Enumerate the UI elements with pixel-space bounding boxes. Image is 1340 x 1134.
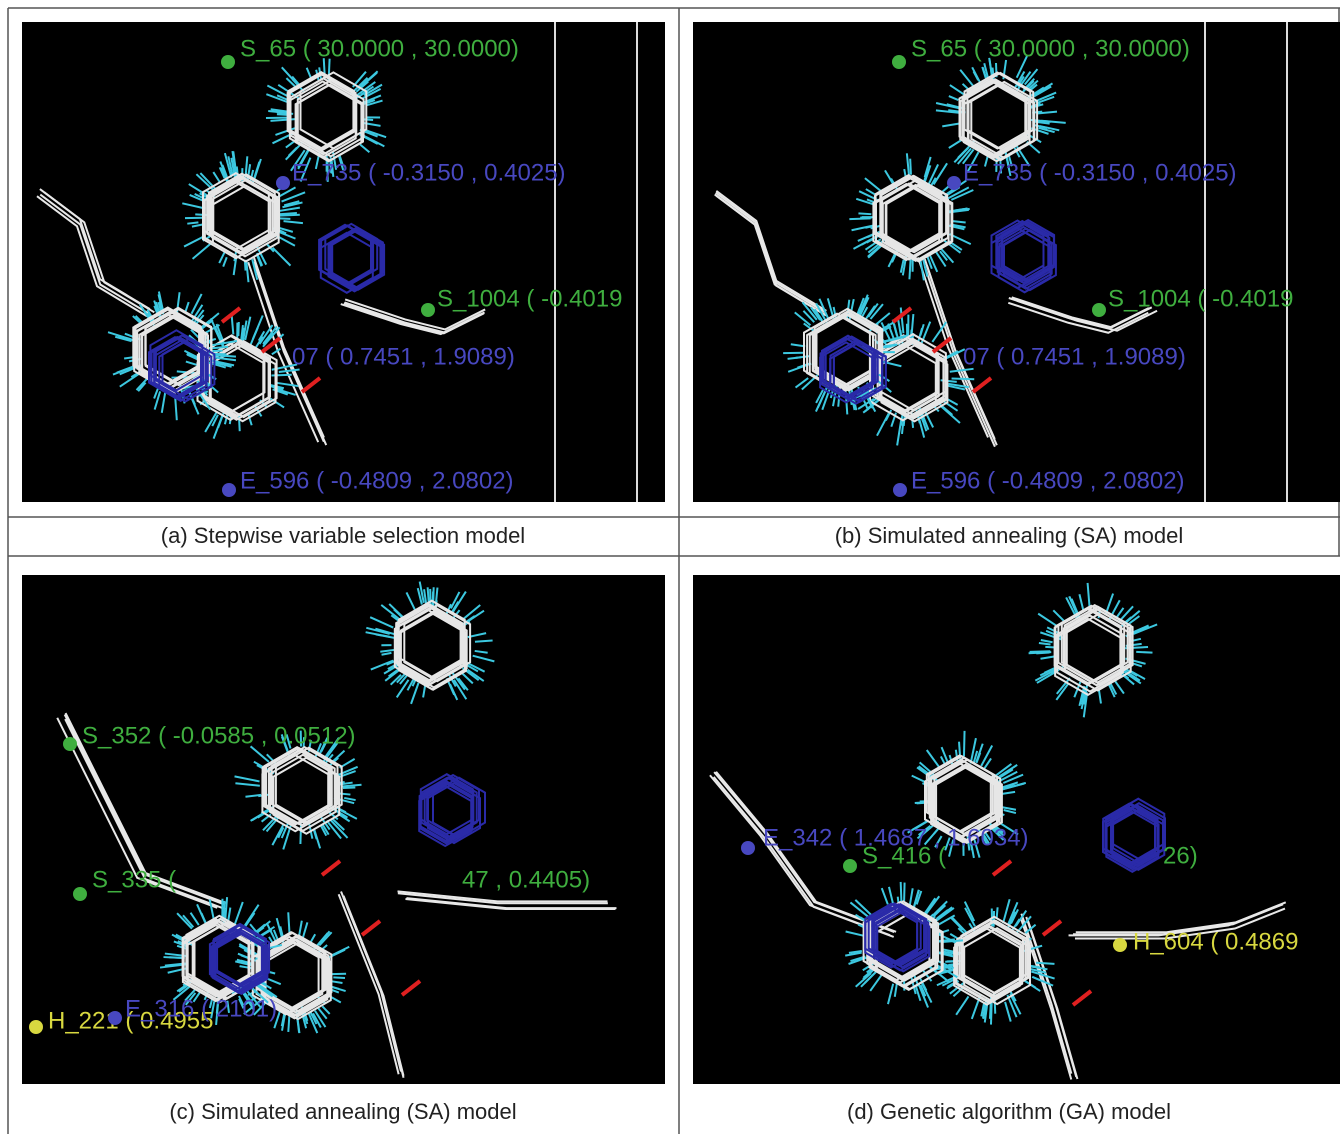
atom-marker bbox=[1113, 938, 1127, 952]
atom-marker bbox=[276, 176, 290, 190]
field-label: E_596 ( -0.4809 , 2.0802) bbox=[911, 467, 1185, 494]
field-label: S_65 ( 30.0000 , 30.0000) bbox=[911, 35, 1190, 62]
bond bbox=[1136, 652, 1152, 653]
panel-image: S_352 ( -0.0585 , 0.0512) S_335 ( 47 , 0.4… bbox=[22, 575, 665, 1084]
bond bbox=[271, 375, 291, 376]
bond bbox=[288, 1015, 289, 1032]
caption: (b) Simulated annealing (SA) model bbox=[835, 523, 1184, 548]
atom-marker bbox=[947, 176, 961, 190]
panel-image: S_65 ( 30.0000 , 30.0000) E_735 ( -0.3150… bbox=[693, 22, 1340, 502]
field-label: 07 ( 0.7451 , 1.9089) bbox=[292, 343, 515, 370]
panel-image: E_342 ( 1.4687 , 1.6034)S_416 (26)H_604 … bbox=[693, 575, 1340, 1084]
bond bbox=[207, 354, 227, 355]
field-label: S_65 ( 30.0000 , 30.0000) bbox=[240, 35, 519, 62]
field-label: E_735 ( -0.3150 , 0.4025) bbox=[963, 159, 1237, 186]
bond bbox=[901, 882, 902, 902]
bond bbox=[910, 159, 911, 175]
figure: (a) Stepwise variable selection model (b… bbox=[0, 0, 1340, 1134]
field-label: S_335 ( bbox=[92, 866, 176, 893]
field-label: S_416 ( bbox=[862, 842, 946, 869]
atom-marker bbox=[892, 55, 906, 69]
atom-marker bbox=[73, 887, 87, 901]
bond bbox=[952, 378, 975, 379]
field-label: E_316 ( 2101) bbox=[125, 995, 277, 1022]
bond bbox=[849, 218, 870, 219]
bond bbox=[428, 587, 429, 603]
field-label: 26) bbox=[1163, 842, 1198, 869]
field-label: S_1004 ( -0.4019 bbox=[1108, 285, 1293, 312]
field-label: S_1004 ( -0.4019 bbox=[437, 285, 622, 312]
caption: (a) Stepwise variable selection model bbox=[161, 523, 525, 548]
field-label: 07 ( 0.7451 , 1.9089) bbox=[963, 343, 1186, 370]
atom-marker bbox=[108, 1011, 122, 1025]
bond bbox=[333, 977, 345, 978]
field-label: E_735 ( -0.3150 , 0.4025) bbox=[292, 159, 566, 186]
atom-marker bbox=[843, 859, 857, 873]
bond bbox=[1036, 653, 1049, 654]
bond bbox=[343, 787, 355, 788]
atom-marker bbox=[222, 483, 236, 497]
atom-marker bbox=[63, 737, 77, 751]
field-label: E_596 ( -0.4809 , 2.0802) bbox=[240, 467, 514, 494]
atom-marker bbox=[1092, 303, 1106, 317]
atom-marker bbox=[893, 483, 907, 497]
field-label: S_352 ( -0.0585 , 0.0512) bbox=[82, 722, 356, 749]
bond bbox=[187, 222, 198, 223]
bond bbox=[1036, 963, 1054, 964]
field-label: 47 , 0.4405) bbox=[462, 866, 590, 893]
bond bbox=[475, 640, 493, 641]
atom-marker bbox=[741, 841, 755, 855]
caption: (c) Simulated annealing (SA) model bbox=[169, 1099, 516, 1124]
bond bbox=[858, 213, 871, 214]
bond bbox=[279, 213, 297, 214]
bond bbox=[288, 912, 289, 933]
atom-marker bbox=[421, 303, 435, 317]
bond bbox=[964, 731, 965, 756]
panel-image: S_65 ( 30.0000 , 30.0000) E_735 ( -0.3150… bbox=[22, 22, 665, 502]
bond bbox=[909, 260, 910, 280]
atom-marker bbox=[29, 1020, 43, 1034]
caption: (d) Genetic algorithm (GA) model bbox=[847, 1099, 1171, 1124]
atom-marker bbox=[221, 55, 235, 69]
field-label: H_604 ( 0.4869 bbox=[1133, 928, 1298, 955]
